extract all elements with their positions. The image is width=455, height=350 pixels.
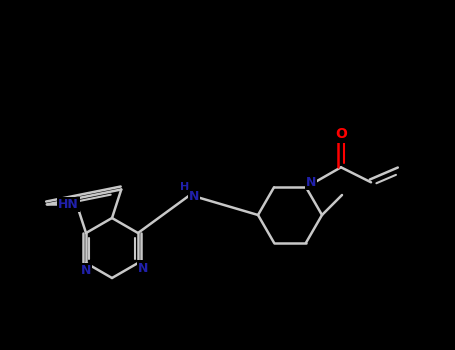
Text: HN: HN <box>58 198 79 211</box>
Text: N: N <box>306 176 316 189</box>
Text: N: N <box>81 265 91 278</box>
Text: O: O <box>335 127 347 141</box>
Text: N: N <box>138 261 148 274</box>
Text: H: H <box>180 182 190 192</box>
Text: N: N <box>189 190 199 203</box>
